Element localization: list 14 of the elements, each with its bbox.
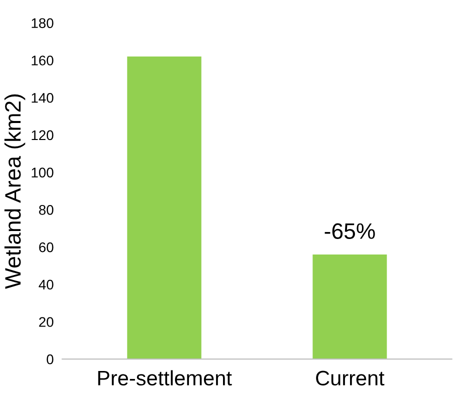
y-axis-title: Wetland Area (km2)	[4, 94, 26, 289]
y-tick-label: 60	[39, 242, 54, 252]
y-tick-label: 80	[39, 205, 54, 215]
y-tick-label: 100	[32, 168, 54, 178]
y-tick-label: 40	[38, 280, 54, 290]
x-tick-label: Current	[316, 370, 384, 386]
annotation: -65%	[324, 223, 375, 240]
y-tick-label: 20	[39, 317, 54, 327]
y-tick-label: 120	[32, 130, 54, 140]
y-tick-label: 140	[32, 92, 54, 103]
y-tick-label: 0	[46, 354, 54, 364]
x-tick-label: Pre-settlement	[98, 370, 232, 386]
y-tick-label: 180	[32, 18, 54, 28]
y-tick-label: 160	[32, 56, 54, 66]
